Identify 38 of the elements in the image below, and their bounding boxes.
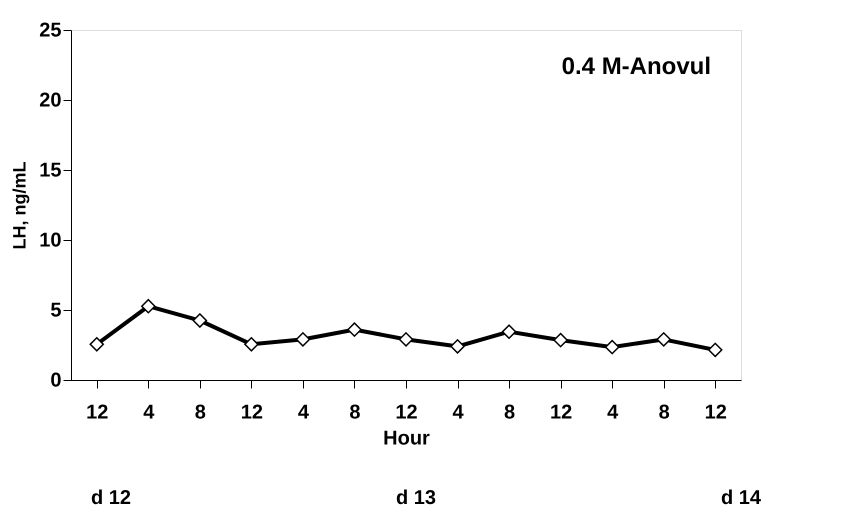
- y-tick-label: 15: [39, 160, 62, 182]
- x-tick-label: 8: [504, 402, 516, 424]
- point: [656, 332, 671, 347]
- text: d 12: [91, 487, 132, 509]
- text: d 14: [720, 487, 762, 509]
- x-tick-label: 4: [452, 402, 464, 424]
- point: [553, 332, 568, 348]
- text: d 13: [396, 487, 436, 509]
- point: [347, 322, 362, 337]
- point: [398, 332, 414, 347]
- x-tick-label: 4: [143, 402, 156, 424]
- y-tick-label: 5: [50, 300, 62, 322]
- y-axis-title: LH, ng/mL: [9, 162, 30, 250]
- x-tick-label: 12: [395, 402, 418, 424]
- x-tick-label: 12: [704, 402, 727, 424]
- point: [450, 339, 465, 354]
- point: [192, 313, 208, 328]
- x-tick-label: 4: [607, 402, 620, 424]
- point: [244, 337, 259, 352]
- x-tick-label: 12: [550, 402, 572, 424]
- point: [502, 324, 516, 339]
- x-axis-title: Hour: [383, 428, 430, 450]
- point: [708, 342, 722, 358]
- y-tick-label: 10: [39, 230, 62, 252]
- text: 0.4 M-Anovul: [562, 53, 711, 80]
- y-tick-label: 25: [39, 20, 62, 42]
- point: [604, 340, 620, 354]
- x-tick-label: 12: [240, 402, 264, 424]
- x-tick-label: 8: [349, 402, 361, 424]
- point: [141, 298, 156, 314]
- y-tick-label: 20: [39, 90, 62, 112]
- x-tick-label: 8: [658, 402, 670, 424]
- x-tick-label: 12: [86, 402, 108, 424]
- x-tick-label: 8: [194, 402, 206, 424]
- point: [90, 337, 104, 352]
- point: [296, 332, 310, 347]
- y-tick-label: 0: [50, 370, 62, 392]
- x-tick-label: 4: [298, 402, 310, 424]
